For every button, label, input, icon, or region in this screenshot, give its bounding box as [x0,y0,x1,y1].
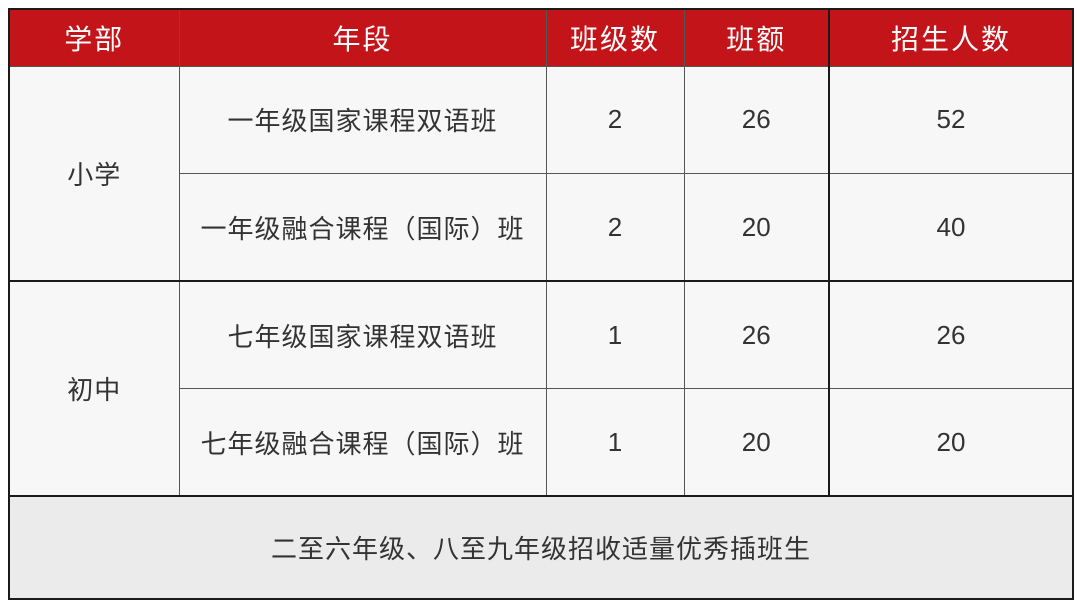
header-cell-num-classes: 班级数 [545,8,685,67]
enrollment-cell: 26 [828,280,1074,389]
num-classes-cell: 2 [545,65,685,174]
department-cell-primary-school: 小学 [8,65,180,282]
table-row: 小学 一年级国家课程双语班 2 26 52 [8,65,1074,282]
table-row: 初中 七年级国家课程双语班 1 26 26 [8,280,1074,497]
table-row: 七年级融合课程（国际）班 1 20 20 [9,388,1074,497]
class-size-cell: 20 [683,173,830,282]
class-size-cell: 26 [683,65,830,174]
header-cell-grade: 年段 [178,8,547,67]
enrollment-cell: 20 [828,388,1074,497]
grade-cell: 一年级融合课程（国际）班 [178,173,547,282]
num-classes-cell: 2 [545,173,685,282]
table-header-row: 学部 年段 班级数 班额 招生人数 [8,8,1074,67]
footnote-cell: 二至六年级、八至九年级招收适量优秀插班生 [8,495,1074,600]
enrollment-cell: 40 [828,173,1074,282]
num-classes-cell: 1 [545,280,685,389]
grade-cell: 七年级国家课程双语班 [178,280,547,389]
header-cell-enrollment: 招生人数 [828,8,1074,67]
grade-cell: 一年级国家课程双语班 [178,65,547,174]
grade-cell: 七年级融合课程（国际）班 [178,388,547,497]
header-cell-class-size: 班额 [683,8,830,67]
header-cell-department: 学部 [8,8,180,67]
enrollment-table: 学部 年段 班级数 班额 招生人数 小学 一年级国家课程双语班 2 26 52 … [8,8,1074,600]
class-size-cell: 20 [683,388,830,497]
class-size-cell: 26 [683,280,830,389]
enrollment-cell: 52 [828,65,1074,174]
table-row: 一年级融合课程（国际）班 2 20 40 [9,173,1074,282]
num-classes-cell: 1 [545,388,685,497]
department-cell-middle-school: 初中 [8,280,180,497]
footnote-row: 二至六年级、八至九年级招收适量优秀插班生 [8,495,1074,600]
